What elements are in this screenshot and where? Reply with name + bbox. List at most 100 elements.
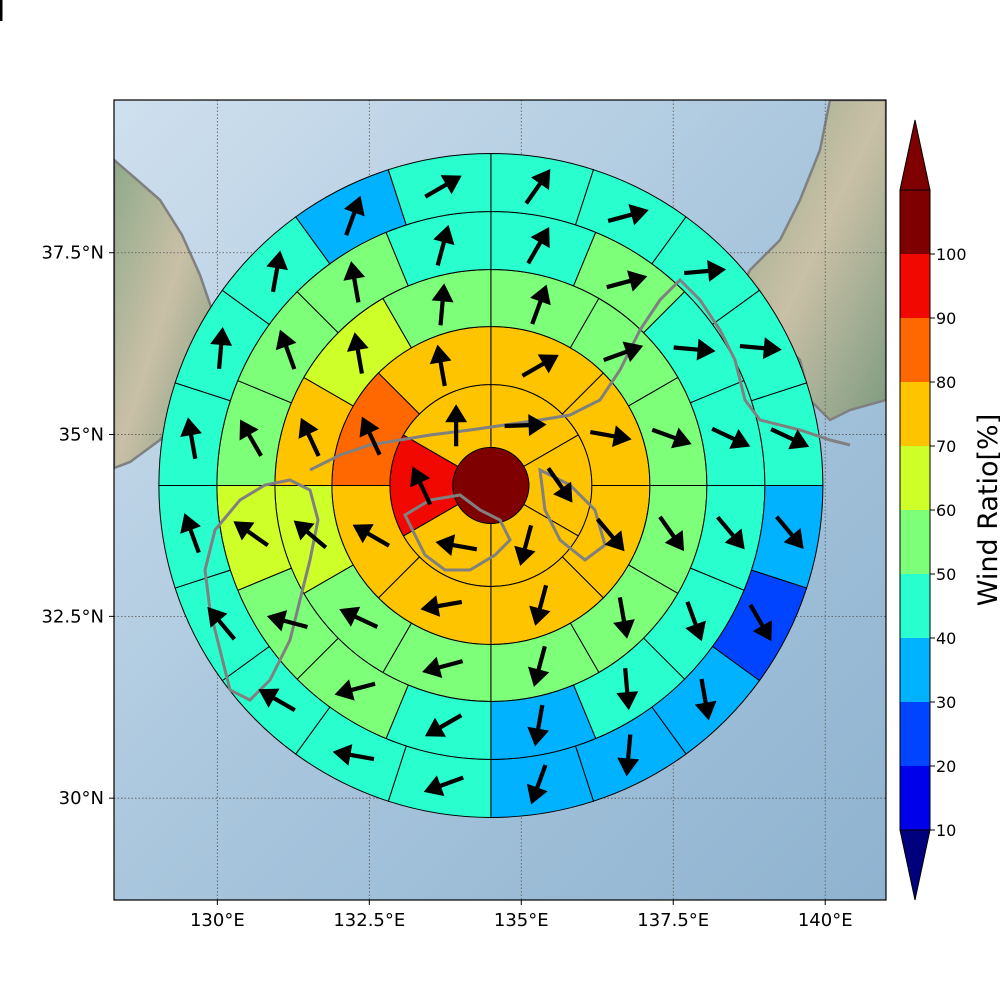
y-tick-label-2: 32.5°N (41, 606, 104, 627)
wind-arrow-r5-s10 (423, 775, 464, 797)
wind-arrow-r5-s1 (607, 204, 649, 226)
wind-vector-layer (0, 0, 810, 805)
colorbar-bin-8 (900, 254, 930, 318)
wind-arrow-r5-s6 (748, 603, 772, 642)
y-tick-label-3: 30°N (59, 788, 104, 809)
wind-arrow-r1-s1 (546, 467, 573, 503)
x-tick-label-2: 135°E (494, 910, 549, 931)
colorbar-tick-label-8: 90 (936, 309, 956, 328)
wind-arrow-r4-s9 (334, 679, 376, 701)
wind-arrow-r4-s11 (233, 521, 269, 548)
colorbar-bin-0 (900, 766, 930, 830)
center-cell (452, 446, 530, 524)
x-tick-label-1: 132.5°E (333, 910, 405, 931)
wind-arrow-r1-s5 (445, 404, 468, 447)
wind-arrow-r5-s16 (210, 326, 233, 369)
coastline-shikoku (403, 493, 512, 572)
wind-arrow-r2-s7 (429, 344, 452, 387)
wind-arrow-r5-s8 (617, 734, 640, 777)
wind-arrow-r3-s1 (603, 341, 644, 363)
wind-arrow-r2-s1 (589, 425, 632, 448)
wind-arrow-r4-s15 (433, 224, 455, 266)
wind-arrow-r3-s11 (431, 283, 454, 326)
wind-arrow-r1-s3 (435, 534, 478, 556)
wind-arrow-r4-s7 (527, 704, 549, 747)
wind-arrow-r5-s18 (344, 195, 365, 236)
colorbar-bin-4 (900, 510, 930, 574)
wind-arrow-r2-s6 (359, 416, 382, 456)
wind-arrow-r2-s5 (352, 524, 391, 548)
y-tick-label-1: 35°N (59, 425, 104, 446)
colorbar-title: Wind Ratio[%] (973, 414, 1000, 606)
sector-layer (159, 153, 824, 818)
wind-arrow-r3-s6 (422, 656, 464, 678)
coastline-kii (538, 467, 607, 562)
wind-arrow-r3-s9 (298, 417, 321, 457)
wind-arrow-r4-s13 (275, 329, 297, 370)
colorbar-tick-label-6: 70 (936, 437, 956, 456)
wind-arrow-r4-s12 (239, 419, 263, 457)
wind-arrow-r4-s0 (526, 226, 550, 265)
wind-arrow-r3-s4 (613, 596, 635, 639)
wind-arrow-r3-s8 (293, 520, 328, 550)
wind-arrow-r5-s11 (332, 744, 375, 766)
colorbar-tick-label-2: 30 (936, 693, 956, 712)
wind-arrow-r4-s10 (266, 610, 308, 632)
wind-arrow-r4-s4 (716, 515, 745, 550)
wind-arrow-r5-s2 (684, 259, 727, 282)
wind-arrow-r4-s2 (673, 338, 716, 361)
colorbar: 10 20 30 40 50 60 70 80 90 100 (899, 119, 967, 901)
colorbar-tick-label-0: 10 (936, 821, 956, 840)
wind-arrow-r5-s19 (424, 175, 462, 199)
wind-arrow-r4-s1 (606, 270, 648, 292)
wind-arrow-r3-s7 (339, 606, 379, 629)
wind-arrow-r3-s5 (528, 645, 550, 687)
wind-arrow-r3-s3 (658, 515, 685, 552)
colorbar-over-triangle (899, 119, 931, 191)
wind-arrow-r2-s4 (420, 595, 463, 617)
wind-arrow-r5-s14 (180, 513, 201, 554)
wind-arrow-r4-s6 (616, 668, 639, 711)
x-tick-label-4: 140°E (798, 910, 853, 931)
wind-arrow-r5-s7 (694, 678, 717, 721)
wind-arrow-r4-s14 (343, 261, 366, 303)
wind-arrow-r5-s0 (524, 168, 551, 205)
colorbar-bin-2 (900, 638, 930, 702)
wind-arrow-r5-s12 (258, 688, 296, 713)
wind-arrow-r4-s3 (711, 426, 751, 449)
colorbar-tick-label-7: 80 (936, 373, 956, 392)
colorbar-tick-label-1: 20 (936, 757, 956, 776)
colorbar-tick-label-4: 50 (936, 565, 956, 584)
wind-arrow-r5-s5 (775, 515, 804, 549)
x-axis-ticks: 130°E 132.5°E 135°E 137.5°E 140°E (190, 900, 853, 931)
x-tick-label-0: 130°E (190, 910, 245, 931)
colorbar-bin-5 (900, 446, 930, 510)
wind-arrow-r3-s2 (651, 427, 692, 449)
wind-arrow-r5-s3 (739, 337, 782, 360)
colorbar-bin-9 (900, 190, 930, 254)
wind-arrow-r5-s13 (207, 606, 237, 641)
wind-arrow-r1-s2 (514, 524, 536, 566)
wind-arrow-r2-s2 (595, 517, 625, 552)
wind-arrow-r6-s19 (0, 0, 3, 21)
colorbar-tick-label-3: 40 (936, 629, 956, 648)
colorbar-bin-3 (900, 574, 930, 638)
wind-arrow-r5-s4 (770, 427, 810, 450)
wind-arrow-r2-s0 (521, 354, 559, 378)
wind-arrow-r1-s4 (410, 466, 433, 506)
colorbar-bin-7 (900, 318, 930, 382)
map-frame (113, 99, 887, 901)
wind-arrow-r5-s15 (180, 417, 202, 460)
colorbar-tick-label-9: 100 (936, 245, 967, 264)
colorbar-under-triangle (899, 829, 931, 901)
colorbar-bin-1 (900, 702, 930, 766)
y-tick-label-0: 37.5°N (41, 243, 104, 264)
y-axis-ticks: 37.5°N 35°N 32.5°N 30°N (41, 243, 114, 809)
wind-arrow-r5-s17 (266, 250, 288, 293)
wind-arrow-r1-s0 (504, 414, 547, 437)
wind-arrow-r4-s5 (685, 601, 706, 642)
wind-arrow-r3-s0 (530, 284, 551, 325)
wind-arrow-r2-s3 (529, 584, 551, 626)
wind-arrow-r3-s10 (346, 332, 369, 374)
